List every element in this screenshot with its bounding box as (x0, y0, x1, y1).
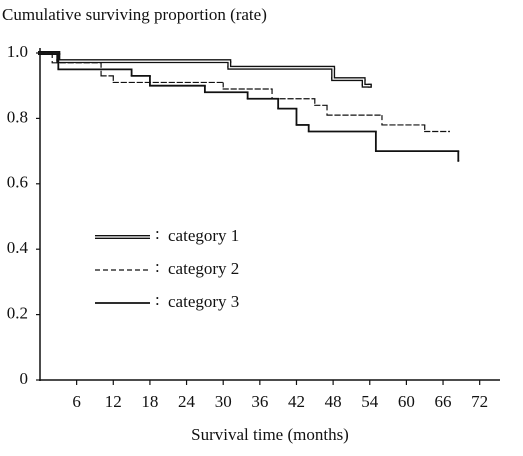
y-tick-label: 0.2 (7, 304, 28, 323)
y-tick-label: 0.8 (7, 107, 28, 126)
x-axis-title: Survival time (months) (191, 425, 349, 444)
x-tick-label: 6 (72, 392, 81, 411)
legend-separator: : (155, 257, 160, 276)
y-axis-title: Cumulative surviving proportion (rate) (2, 5, 267, 24)
y-tick-label: 0 (20, 369, 29, 388)
legend-label: category 2 (168, 259, 239, 278)
x-tick-label: 24 (178, 392, 196, 411)
legend-label: category 3 (168, 292, 239, 311)
x-tick-label: 12 (105, 392, 122, 411)
legend-separator: : (155, 224, 160, 243)
y-tick-label: 0.6 (7, 173, 28, 192)
x-tick-label: 72 (471, 392, 488, 411)
x-tick-label: 60 (398, 392, 415, 411)
x-tick-label: 18 (141, 392, 158, 411)
legend-label: category 1 (168, 226, 239, 245)
y-tick-label: 0.4 (7, 238, 29, 257)
y-tick-label: 1.0 (7, 42, 28, 61)
x-tick-label: 66 (435, 392, 452, 411)
x-tick-label: 42 (288, 392, 305, 411)
x-tick-label: 54 (361, 392, 379, 411)
x-tick-label: 48 (325, 392, 342, 411)
x-tick-label: 36 (251, 392, 268, 411)
x-tick-label: 30 (215, 392, 232, 411)
legend-separator: : (155, 290, 160, 309)
